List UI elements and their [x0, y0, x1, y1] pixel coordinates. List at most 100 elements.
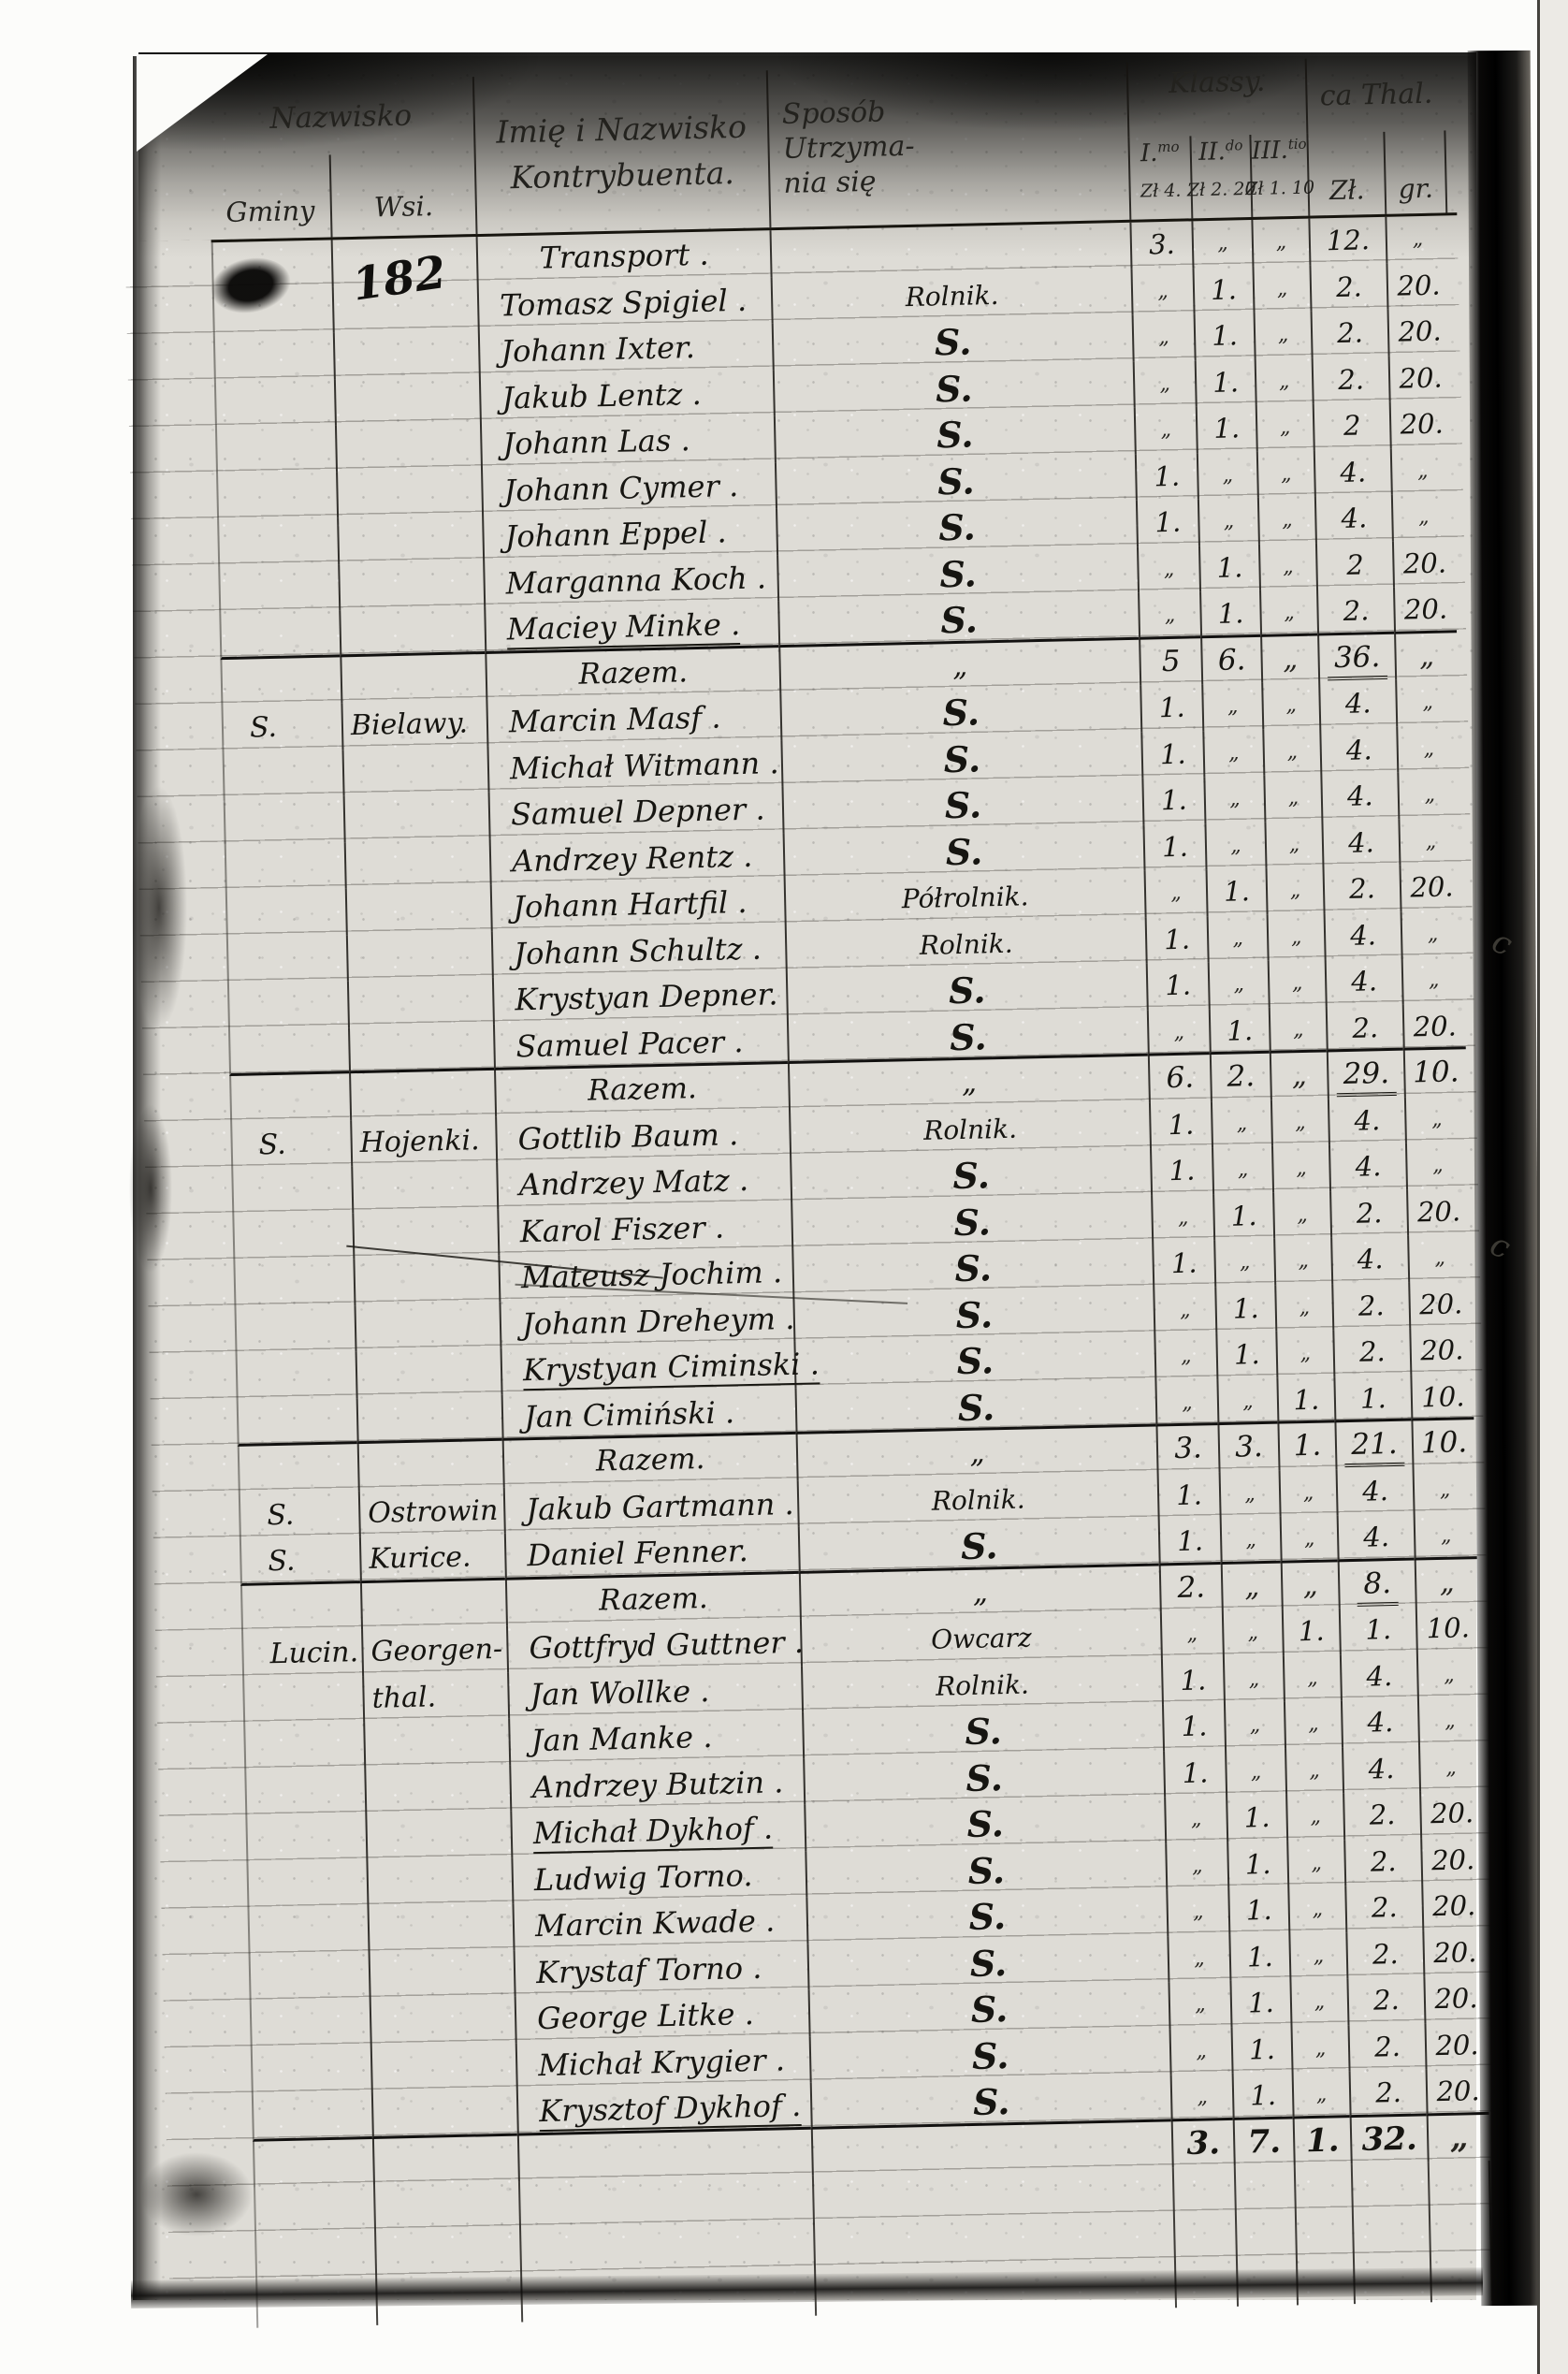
cell-wsi: [355, 1347, 501, 1398]
cell-name: Michał Witmann .: [486, 739, 782, 793]
cell-class-3: „: [1285, 1793, 1344, 1842]
cell-class-3: „: [1282, 1653, 1341, 1702]
cell-gmina: [216, 471, 338, 521]
cell-zloty: 1.: [1333, 1375, 1412, 1423]
header-klassy: Klassy.: [1125, 58, 1307, 138]
cell-wsi: [356, 1440, 503, 1491]
cell-groszy: 20.: [1387, 308, 1451, 357]
cell-class-2: 1.: [1230, 2026, 1292, 2074]
cell-groszy: „: [1389, 446, 1454, 495]
cell-class-1: „: [1130, 267, 1194, 315]
cell-wsi: [342, 792, 489, 842]
cell-wsi: [334, 422, 481, 472]
cell-wsi: [356, 1394, 502, 1445]
cell-groszy: 10.: [1411, 1420, 1475, 1468]
cell-name: Marganna Koch .: [483, 554, 778, 607]
cell-occupation: S.: [780, 732, 1142, 787]
cell-class-1: „: [1166, 1887, 1229, 1936]
cell-class-3: „: [1270, 1144, 1330, 1193]
cell-class-3: „: [1288, 1931, 1347, 1980]
cell-groszy: 20.: [1419, 1790, 1484, 1838]
cell-class-2: 1.: [1192, 266, 1254, 314]
cell-class-1: „: [1159, 1610, 1223, 1658]
cell-class-1: „: [1164, 1795, 1227, 1843]
cell-class-2: 1.: [1227, 1886, 1289, 1935]
cell-occupation: S.: [793, 1333, 1155, 1389]
cell-gmina: [246, 1860, 368, 1910]
adjacent-page-edge: [1537, 0, 1568, 2374]
cell-zloty: 2.: [1329, 1189, 1408, 1238]
cell-class-3: „: [1290, 2024, 1349, 2073]
cell-wsi: [369, 1996, 515, 2046]
cell-class-3: „: [1270, 1098, 1328, 1146]
header-gminy: Gminy: [225, 194, 315, 228]
cell-gmina: [236, 1397, 357, 1447]
cell-groszy: „: [1407, 1234, 1472, 1283]
cell-class-1: „: [1153, 1286, 1216, 1334]
cell-zloty: 4.: [1319, 726, 1398, 775]
cell-occupation: „: [795, 1426, 1157, 1481]
header-class-1: I.mo Zł 4.: [1127, 136, 1192, 220]
cell-wsi: [337, 514, 484, 564]
cell-name: Jakub Lentz .: [478, 369, 774, 423]
cell-class-1: „: [1143, 869, 1207, 918]
cell-zloty: 2.: [1309, 263, 1387, 312]
cell-class-3: „: [1272, 1190, 1331, 1239]
cell-class-1: 1.: [1140, 684, 1203, 733]
cell-name: Gottfryd Guttner .: [505, 1619, 804, 1673]
cell-gmina: [233, 1259, 355, 1308]
cell-class-2: „: [1196, 451, 1257, 500]
cell-class-3: „: [1259, 589, 1318, 637]
cell-class-2: 1.: [1215, 1331, 1277, 1379]
cell-wsi: [368, 1950, 515, 2001]
cell-class-1: 1.: [1135, 499, 1198, 547]
cell-zloty: 8.: [1337, 1560, 1416, 1609]
header-class-3: III.tio Zł 1. 10: [1245, 133, 1314, 217]
cell-occupation: S.: [777, 546, 1139, 602]
cell-wsi: [367, 1903, 514, 1954]
cell-name: Andrzey Rentz .: [488, 832, 784, 885]
cell-class-2: „: [1206, 914, 1268, 963]
cell-class-1: 3.: [1170, 2119, 1234, 2168]
cell-groszy: 20.: [1420, 1836, 1485, 1885]
cell-groszy: 20.: [1401, 1002, 1466, 1051]
cell-class-1: 1.: [1141, 777, 1205, 825]
ledger-table-body: Transport . 3. „ „ 12. „ Tomasz Spigiel . Rolni…: [211, 215, 1500, 2188]
cell-class-3: „: [1291, 2071, 1350, 2119]
cell-zloty: 4.: [1330, 1235, 1409, 1284]
cell-zloty: 4.: [1327, 1097, 1405, 1145]
cell-class-1: „: [1138, 591, 1201, 640]
cell-occupation: S.: [792, 1288, 1154, 1342]
header-contributor-line2: Kontrybuenta.: [510, 154, 735, 197]
cell-class-2: 1.: [1214, 1285, 1276, 1333]
cell-zloty: 29.: [1326, 1050, 1404, 1099]
cell-class-2: „: [1203, 775, 1265, 823]
cell-class-1: 1.: [1148, 1100, 1212, 1149]
cell-class-1: 1.: [1134, 452, 1198, 501]
cell-gmina: [212, 332, 334, 382]
cell-wsi: [363, 1718, 510, 1769]
cell-name: Krystaf Torno .: [513, 1944, 808, 1997]
cell-wsi: [354, 1302, 501, 1352]
cell-zloty: 21.: [1334, 1420, 1413, 1469]
cell-gmina: [222, 749, 343, 799]
cell-zloty: 1.: [1338, 1606, 1416, 1654]
cell-zloty: 2: [1314, 541, 1394, 590]
cell-zloty: 2.: [1345, 1930, 1424, 1979]
cell-gmina: [219, 610, 341, 660]
cell-class-2: „: [1204, 822, 1266, 870]
cell-zloty: 4.: [1335, 1467, 1414, 1516]
cell-gmina: [250, 2046, 371, 2095]
cell-class-2: 1.: [1227, 1841, 1288, 1888]
cell-gmina: Lucin.: [241, 1629, 363, 1679]
cell-zloty: 4.: [1324, 957, 1402, 1006]
cell-zloty: 2: [1312, 401, 1390, 451]
cell-class-2: „: [1219, 1516, 1281, 1565]
cell-class-1: „: [1132, 359, 1196, 408]
cell-class-3: „: [1278, 1468, 1337, 1517]
cell-zloty: 4.: [1339, 1653, 1417, 1701]
cell-zloty: 4.: [1314, 494, 1392, 544]
cell-class-3: „: [1274, 1283, 1333, 1332]
cell-wsi: [364, 1765, 511, 1815]
cell-class-3: „: [1275, 1330, 1334, 1378]
